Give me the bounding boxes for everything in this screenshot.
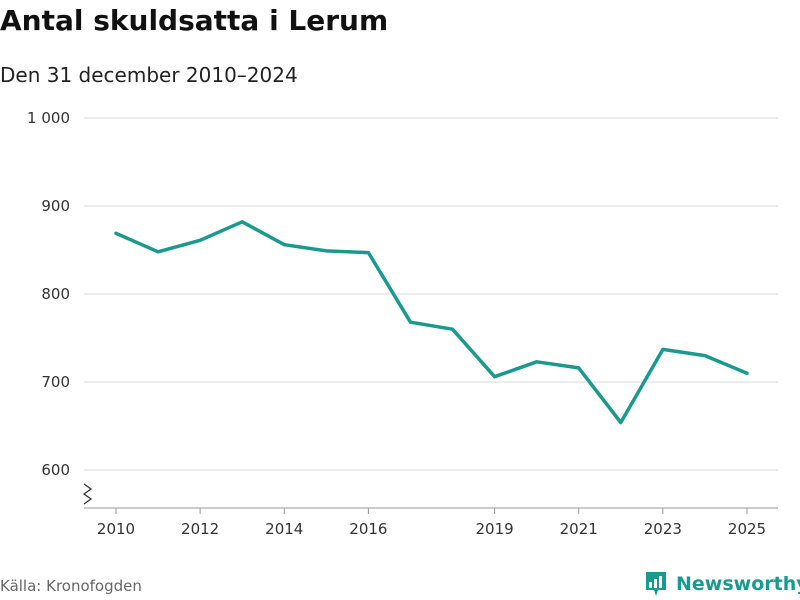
x-tick-label: 2016 [349, 520, 387, 538]
data-point [198, 238, 202, 242]
newsworthy-logo-icon [646, 572, 666, 596]
data-point [408, 320, 412, 324]
axis-break-icon [82, 483, 93, 505]
data-point [703, 354, 707, 358]
data-point [493, 375, 497, 379]
x-tick-label: 2023 [644, 520, 682, 538]
data-point [156, 250, 160, 254]
data-point [366, 251, 370, 255]
y-tick-label: 600 [41, 461, 70, 479]
data-point [619, 420, 623, 424]
x-tick-label: 2025 [728, 520, 766, 538]
y-tick-label: 700 [41, 373, 70, 391]
data-point [324, 249, 328, 253]
x-tick-label: 2019 [476, 520, 514, 538]
x-tick-label: 2021 [560, 520, 598, 538]
data-point [577, 366, 581, 370]
x-tick-label: 2014 [265, 520, 303, 538]
brand-logo: Newsworthy [644, 569, 800, 599]
data-point [661, 347, 665, 351]
chart-title: Antal skuldsatta i Lerum [0, 4, 389, 37]
data-point [745, 371, 749, 375]
y-tick-label: 1 000 [27, 109, 70, 127]
data-point [535, 360, 539, 364]
data-point [114, 231, 118, 235]
data-point [451, 327, 455, 331]
y-tick-label: 800 [41, 285, 70, 303]
y-tick-label: 900 [41, 197, 70, 215]
brand-name: Newsworthy [676, 573, 800, 595]
x-tick-label: 2010 [97, 520, 135, 538]
data-point [240, 220, 244, 224]
chart-subtitle: Den 31 december 2010–2024 [0, 63, 298, 87]
source-note: Källa: Kronofogden [0, 577, 142, 595]
x-tick-label: 2012 [181, 520, 219, 538]
series-line [114, 220, 749, 425]
data-point [282, 243, 286, 247]
